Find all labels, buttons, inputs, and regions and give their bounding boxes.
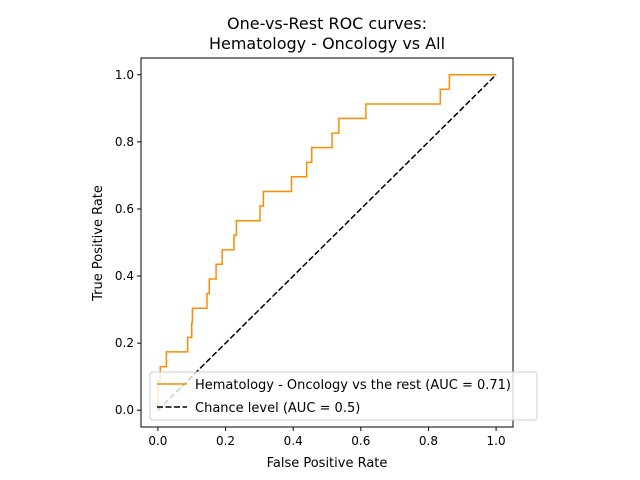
y-tick-label: 0.0: [115, 403, 134, 417]
y-tick-label: 0.4: [115, 269, 134, 283]
axes-frame: [140, 57, 514, 428]
plot-area: [140, 57, 514, 428]
y-tick-label: 0.6: [115, 202, 134, 216]
x-axis-label: False Positive Rate: [267, 456, 388, 471]
roc-curve-line: [157, 74, 497, 411]
chance-level-line: [157, 74, 497, 411]
x-tick-label: 0.2: [216, 434, 235, 448]
x-tick-label: 0.8: [419, 434, 438, 448]
y-tick-label: 0.2: [115, 336, 134, 350]
y-tick-label: 0.8: [115, 135, 134, 149]
x-tick-label: 0.6: [351, 434, 370, 448]
legend-label-roc: Hematology - Oncology vs the rest (AUC =…: [195, 378, 511, 393]
x-tick-label: 0.4: [284, 434, 303, 448]
chart-title-line-1: One-vs-Rest ROC curves:: [227, 14, 427, 33]
axis-ticks: 0.0 0.2 0.4 0.6 0.8 1.0 0.0 0.2 0.4 0.6 0.8 1.0: [115, 68, 506, 448]
legend-box: [149, 371, 538, 421]
legend-label-chance: Chance level (AUC = 0.5): [195, 401, 360, 416]
legend: Hematology - Oncology vs the rest (AUC =…: [149, 371, 538, 421]
x-tick-label: 0.0: [148, 434, 167, 448]
chart-title-line-2: Hematology - Oncology vs All: [209, 34, 445, 53]
y-axis-label: True Positive Rate: [91, 185, 106, 302]
y-tick-label: 1.0: [115, 68, 134, 82]
x-tick-label: 1.0: [487, 434, 506, 448]
